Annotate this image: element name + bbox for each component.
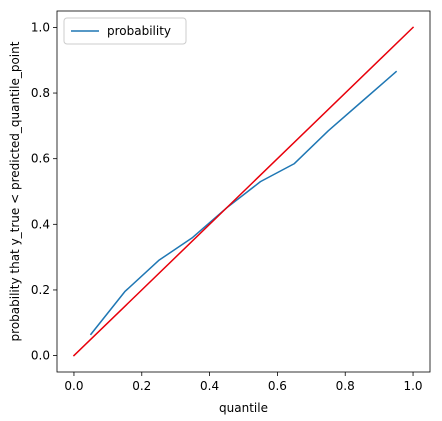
x-axis-ticks: 0.0 0.2 0.4 0.6 0.8 1.0 bbox=[64, 372, 423, 393]
legend-label-probability: probability bbox=[107, 24, 171, 38]
y-tick-label: 0.8 bbox=[31, 86, 50, 100]
series-line-reference bbox=[72, 26, 415, 357]
y-tick-label: 0.4 bbox=[31, 217, 50, 231]
x-axis-title: quantile bbox=[219, 401, 268, 415]
series-layer bbox=[72, 26, 415, 357]
x-tick-label: 0.0 bbox=[64, 379, 83, 393]
x-tick-label: 0.6 bbox=[268, 379, 287, 393]
x-tick-label: 0.4 bbox=[200, 379, 219, 393]
y-tick-label: 0.0 bbox=[31, 349, 50, 363]
series-line-probability bbox=[89, 70, 398, 336]
legend-box bbox=[63, 17, 187, 45]
x-tick-label: 1.0 bbox=[403, 379, 422, 393]
x-tick-label: 0.2 bbox=[132, 379, 151, 393]
legend: probability bbox=[63, 17, 187, 45]
plot-frame bbox=[56, 10, 431, 373]
y-axis-title: probability that y_true < predicted_quan… bbox=[8, 41, 22, 341]
y-axis-ticks: 0.0 0.2 0.4 0.6 0.8 1.0 bbox=[31, 20, 57, 363]
y-tick-label: 0.2 bbox=[31, 283, 50, 297]
y-tick-label: 0.6 bbox=[31, 152, 50, 166]
x-tick-label: 0.8 bbox=[336, 379, 355, 393]
y-tick-label: 1.0 bbox=[31, 20, 50, 34]
